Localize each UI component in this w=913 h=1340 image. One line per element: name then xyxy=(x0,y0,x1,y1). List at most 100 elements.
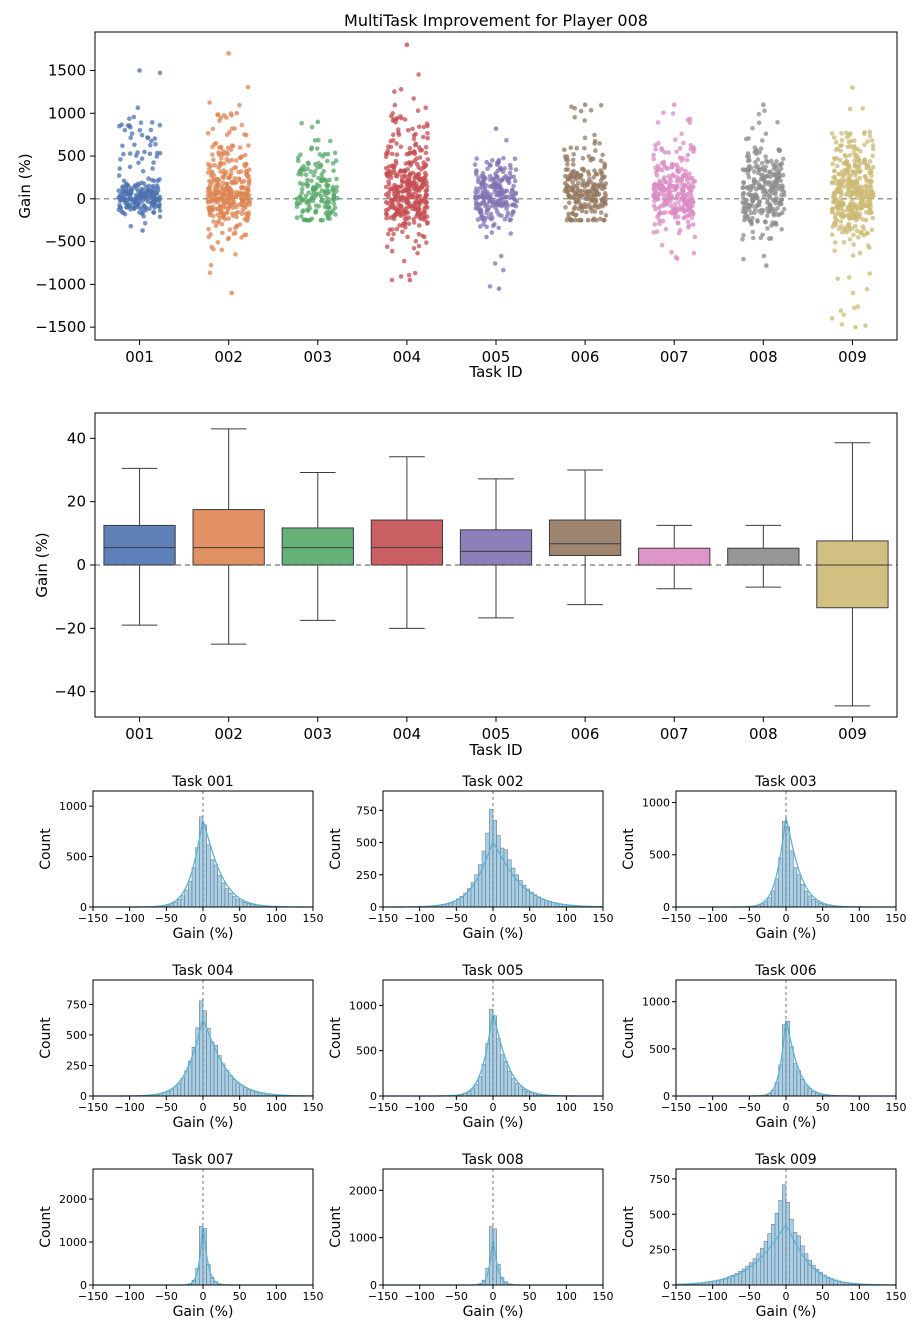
strip-point xyxy=(833,212,838,218)
strip-point xyxy=(578,108,584,114)
strip-point xyxy=(659,167,665,173)
strip-point xyxy=(325,199,330,204)
strip-point-max xyxy=(404,42,410,48)
hist-xtick-label: 100 xyxy=(556,912,577,925)
box-005 xyxy=(459,478,533,619)
strip-point xyxy=(481,178,486,183)
hist-ytick-label: 750 xyxy=(649,1173,670,1186)
hist-ytick-label: 0 xyxy=(663,1279,670,1292)
strip-point xyxy=(399,179,405,184)
strip-point xyxy=(221,191,227,197)
strip-point xyxy=(674,193,680,198)
strip-point xyxy=(672,206,677,211)
strip-point xyxy=(588,107,594,113)
strip-point xyxy=(681,140,686,146)
hist-xtick-label: −150 xyxy=(368,1101,398,1114)
strip-series-007 xyxy=(651,102,698,262)
strip-point xyxy=(778,166,784,171)
hist-xtick-label: 150 xyxy=(593,912,614,925)
strip-point xyxy=(571,152,576,157)
strip-point xyxy=(833,147,839,152)
box-iqr xyxy=(281,527,354,566)
strip-point xyxy=(391,138,396,143)
strip-point xyxy=(491,180,497,186)
strip-point xyxy=(850,253,856,258)
strip-point xyxy=(688,146,693,152)
hist-bar xyxy=(767,1233,772,1286)
hist-ylabel: Count xyxy=(38,1206,54,1248)
box-iqr xyxy=(370,519,444,566)
strip-point xyxy=(565,162,570,167)
box-iqr xyxy=(548,519,622,556)
strip-point xyxy=(418,198,424,204)
strip-point xyxy=(157,70,163,76)
strip-point-max xyxy=(226,51,231,56)
strip-point xyxy=(772,197,777,202)
strip-point xyxy=(390,203,396,208)
strip-point xyxy=(673,137,678,142)
strip-point xyxy=(867,245,872,250)
strip-point xyxy=(136,160,141,166)
strip-point xyxy=(243,232,249,238)
strip-point xyxy=(598,168,603,173)
strip-point-min xyxy=(764,263,769,268)
strip-point xyxy=(229,126,235,131)
strip-point xyxy=(767,194,773,200)
strip-point xyxy=(598,216,603,222)
strip-point xyxy=(389,277,395,283)
hist-bar xyxy=(767,897,772,908)
strip-point xyxy=(847,237,853,242)
strip-point xyxy=(578,204,584,209)
strip-point xyxy=(570,179,575,185)
strip-point xyxy=(331,168,336,173)
strip-point xyxy=(768,158,774,164)
hist-ytick-label: 2000 xyxy=(59,1193,87,1206)
strip-point xyxy=(475,217,481,222)
strip-point xyxy=(142,221,148,226)
strip-point xyxy=(663,187,669,193)
strip-point xyxy=(221,175,227,180)
strip-point xyxy=(142,204,148,209)
box-xtick-label: 004 xyxy=(393,725,422,743)
strip-point xyxy=(215,199,221,205)
strip-point xyxy=(508,231,513,236)
strip-point xyxy=(424,214,430,219)
strip-point xyxy=(406,127,411,133)
strip-point xyxy=(663,227,669,232)
hist-bar xyxy=(503,849,508,908)
strip-point xyxy=(135,105,141,110)
strip-point xyxy=(386,182,392,187)
strip-point xyxy=(593,148,598,153)
strip-point xyxy=(857,175,863,181)
strip-point xyxy=(394,116,399,122)
strip-point xyxy=(676,200,681,205)
hist-panel-5: Task 005 0 500 1000 −150 −100 −50 0 50 100 150 Gain… xyxy=(328,963,614,1131)
strip-point xyxy=(236,176,242,181)
hist-bar xyxy=(239,900,244,908)
strip-point xyxy=(832,248,837,254)
strip-point xyxy=(410,193,416,199)
hist-ytick-label: 2000 xyxy=(349,1184,377,1197)
strip-point xyxy=(233,252,238,257)
strip-point xyxy=(244,192,250,197)
strip-point xyxy=(775,120,780,125)
strip-point xyxy=(131,114,137,120)
strip-point xyxy=(847,153,853,158)
hist-bar xyxy=(210,859,215,908)
strip-point xyxy=(424,188,430,193)
strip-point xyxy=(233,158,239,163)
hist-xtick-label: 50 xyxy=(816,1290,830,1303)
strip-point xyxy=(389,151,395,157)
strip-point xyxy=(308,169,314,174)
strip-point xyxy=(294,200,300,206)
strip-point xyxy=(572,204,578,210)
strip-point xyxy=(208,232,213,237)
strip-point xyxy=(860,106,866,111)
strip-point xyxy=(854,205,859,210)
hist-bar xyxy=(250,1090,255,1097)
strip-point xyxy=(743,210,748,215)
strip-point xyxy=(152,187,158,192)
strip-point xyxy=(211,157,216,162)
strip-point xyxy=(757,199,762,204)
